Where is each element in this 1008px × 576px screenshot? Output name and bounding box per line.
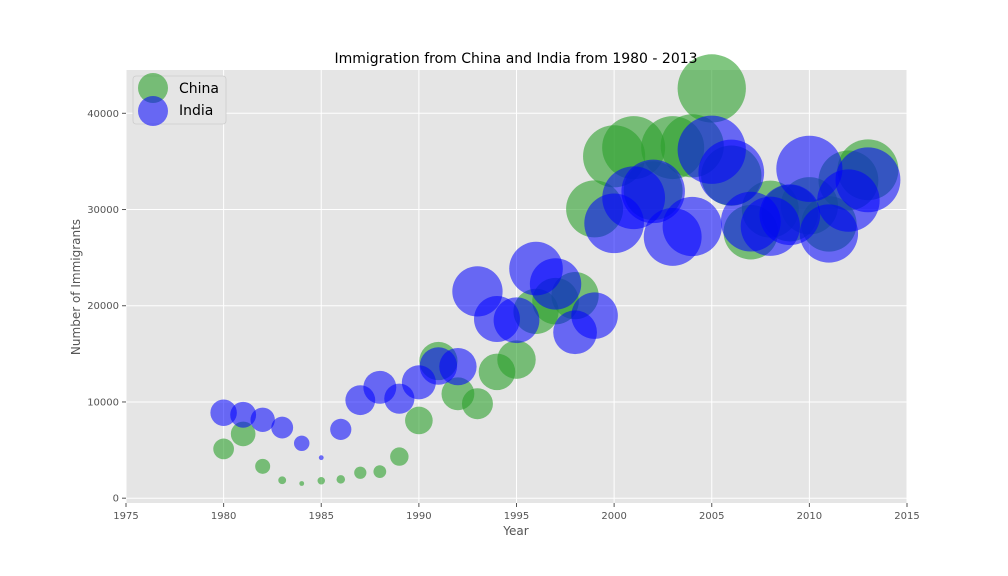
bubble-india-1982 (250, 407, 275, 432)
x-tick-label: 2000 (601, 511, 626, 522)
bubble-india-1999 (571, 292, 618, 339)
x-axis-label: Year (502, 524, 528, 538)
y-tick-label: 10000 (87, 397, 119, 408)
bubble-india-1983 (271, 416, 294, 439)
chart-title: Immigration from China and India from 19… (334, 51, 697, 67)
bubble-india-1984 (293, 435, 310, 452)
bubble-india-2002 (621, 159, 685, 224)
legend: China India (132, 73, 227, 126)
bubble-layer (210, 54, 901, 486)
bubble-india-2013 (835, 147, 901, 213)
y-tick-label: 30000 (87, 205, 119, 216)
y-tick-label: 0 (113, 494, 119, 505)
legend-marker-india (138, 96, 168, 126)
y-tick-label: 40000 (87, 109, 119, 120)
bubble-china-1981 (230, 421, 256, 447)
x-tick-label: 2015 (894, 511, 919, 522)
y-axis-label: Number of Immigrants (69, 219, 83, 355)
bubble-china-1980 (213, 438, 234, 460)
x-tick-label: 1975 (113, 511, 138, 522)
x-tick-label: 1980 (211, 511, 236, 522)
bubble-india-1986 (330, 418, 352, 440)
bubble-india-1985 (318, 455, 324, 461)
legend-label-china: China (179, 81, 219, 97)
x-tick-label: 2005 (699, 511, 724, 522)
bubble-india-2006 (698, 139, 765, 206)
bubble-china-1982 (255, 458, 271, 474)
bubble-china-1989 (390, 447, 409, 466)
bubble-china-1993 (461, 388, 493, 420)
bubble-india-1980 (210, 399, 237, 426)
bubble-china-1983 (278, 476, 287, 485)
bubble-india-1981 (230, 401, 257, 428)
legend-label-india: India (179, 103, 213, 119)
x-tick-label: 1985 (309, 511, 334, 522)
y-tick-label: 20000 (87, 301, 119, 312)
bubble-china-2005 (677, 54, 746, 123)
x-tick-label: 2010 (797, 511, 822, 522)
x-tick-label: 1990 (406, 511, 431, 522)
legend-marker-china (138, 73, 168, 103)
bubble-india-1995 (493, 297, 540, 344)
bubble-india-1997 (529, 258, 582, 310)
y-axis-ticks: 0 10000 20000 30000 40000 (87, 109, 126, 505)
bubble-china-1984 (299, 481, 305, 486)
bubble-china-1988 (373, 465, 387, 479)
bubble-china-1987 (354, 466, 367, 479)
x-tick-label: 1995 (504, 511, 529, 522)
bubble-china-1985 (317, 476, 325, 485)
x-axis-ticks: 1975 1980 1985 1990 1995 2000 2005 2010 2015 (113, 503, 920, 522)
bubble-india-2004 (662, 196, 722, 257)
bubble-india-1992 (439, 347, 477, 386)
bubble-china-1990 (405, 406, 433, 435)
bubble-china-1986 (336, 475, 346, 484)
bubble-china-1995 (497, 340, 536, 379)
